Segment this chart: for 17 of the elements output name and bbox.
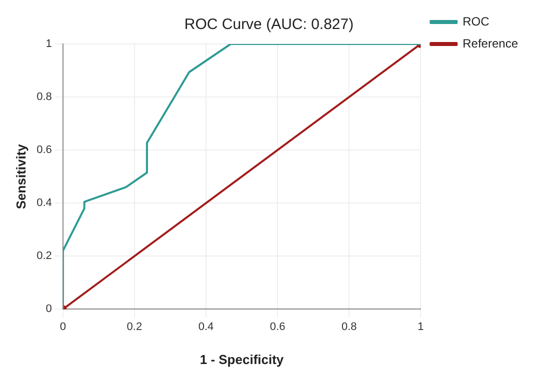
legend-label: ROC [462, 14, 490, 28]
x-tick-label: 0 [60, 320, 66, 333]
x-tick-label: 1 [418, 320, 424, 333]
y-axis-title: Sensitivity [13, 143, 28, 210]
x-tick-label: 0.4 [198, 320, 214, 333]
y-tick-label: 0.4 [36, 197, 52, 210]
x-tick-label: 0.2 [126, 320, 142, 333]
y-tick-label: 0.2 [36, 250, 52, 262]
y-tick-label: 0.6 [36, 144, 52, 156]
chart-title: ROC Curve (AUC: 0.827) [184, 16, 354, 34]
y-tick-label: 0 [46, 303, 52, 316]
y-tick-label: 1 [46, 38, 52, 50]
y-tick-label: 0.8 [36, 91, 52, 104]
x-tick-label: 0.6 [270, 320, 286, 333]
x-tick-label: 0.8 [341, 320, 357, 333]
x-axis-title: 1 - Specificity [200, 352, 284, 367]
legend-label: Reference [462, 36, 518, 50]
